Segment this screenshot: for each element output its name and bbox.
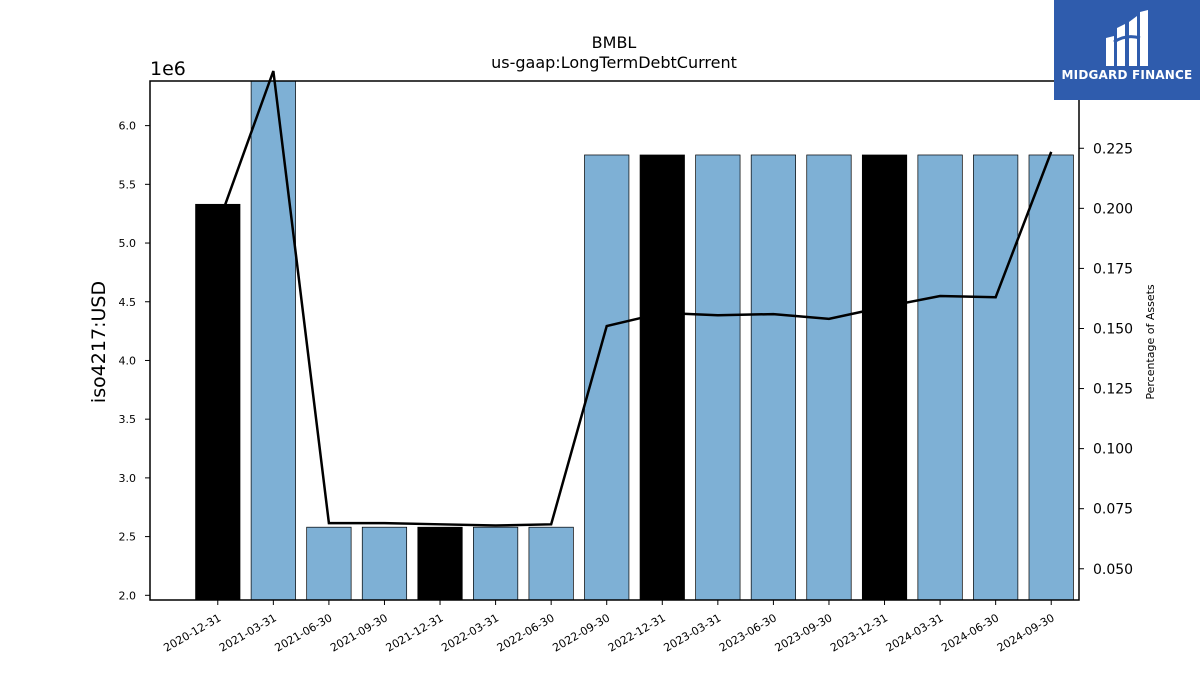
y2-tick-label: 0.100 [1093, 442, 1133, 458]
bar-2022-03-31 [473, 526, 519, 601]
y-tick-label: 4.0 [119, 354, 137, 367]
brand-logo: MIDGARD FINANCE [1054, 0, 1200, 100]
y2-tick-label: 0.075 [1093, 502, 1133, 518]
x-tick-label: 2022-06-30 [495, 611, 557, 654]
bar-2021-09-30 [361, 526, 408, 601]
x-tick-label: 2022-09-30 [550, 611, 612, 654]
bar-2024-09-30 [1028, 154, 1074, 601]
bar-2021-12-31 [417, 526, 463, 601]
y2-tick-label: 0.050 [1093, 562, 1133, 578]
y2-tick-label: 0.200 [1093, 201, 1133, 217]
chart-title: BMBL [592, 33, 637, 52]
bar-2023-03-31 [695, 154, 741, 601]
x-tick-label: 2022-12-31 [606, 611, 668, 654]
bar-2023-09-30 [806, 154, 852, 601]
x-tick-label: 2023-09-30 [773, 611, 835, 654]
bar-2023-06-30 [750, 154, 796, 601]
x-tick-label: 2020-12-31 [161, 611, 223, 654]
brand-name: MIDGARD FINANCE [1061, 68, 1193, 82]
y-tick-label: 3.0 [119, 472, 137, 485]
bar-2024-03-31 [917, 154, 963, 601]
x-tick-label: 2022-03-31 [439, 611, 501, 654]
x-tick-label: 2021-12-31 [384, 611, 446, 654]
bar-2022-06-30 [528, 526, 574, 601]
y-tick-label: 2.0 [119, 589, 137, 602]
y-tick-label: 5.0 [119, 237, 137, 250]
x-tick-label: 2021-09-30 [328, 611, 390, 654]
y-axis-label: iso4217:USD [88, 281, 110, 403]
line-group [216, 70, 1053, 527]
x-tick-label: 2023-12-31 [828, 611, 890, 654]
bar-2021-03-31 [250, 80, 296, 601]
y-offset-label: 1e6 [150, 58, 186, 80]
y-tick-label: 6.0 [119, 120, 137, 133]
bar-2023-12-31 [861, 154, 908, 601]
x-tick-label: 2023-06-30 [717, 611, 779, 654]
x-tick-label: 2024-09-30 [995, 611, 1057, 654]
y-tick-label: 2.5 [119, 531, 137, 544]
plot-frame [149, 80, 1080, 601]
percentage-line [216, 70, 1053, 527]
midgard-logo-icon [1106, 10, 1148, 66]
y-tick-label: 4.5 [119, 296, 137, 309]
bar-2020-12-31 [195, 203, 241, 601]
y2-axis-label: Percentage of Assets [1144, 284, 1157, 400]
x-tick-label: 2024-06-30 [939, 611, 1001, 654]
y2-tick-label: 0.225 [1093, 141, 1133, 157]
chart-subtitle: us-gaap:LongTermDebtCurrent [491, 53, 737, 72]
y2-tick-label: 0.175 [1093, 261, 1133, 277]
x-tick-label: 2021-06-30 [273, 611, 335, 654]
bar-2021-06-30 [306, 526, 352, 601]
y-tick-label: 5.5 [119, 178, 137, 191]
y-axis: 2.0 2.5 3.0 3.5 4.0 4.5 5.0 5.5 6.0 [119, 120, 150, 602]
y2-tick-label: 0.125 [1093, 382, 1133, 398]
y2-tick-label: 0.150 [1093, 321, 1133, 337]
x-tick-label: 2023-03-31 [661, 611, 723, 654]
x-axis: 2020-12-312021-03-312021-06-302021-09-30… [161, 600, 1057, 655]
x-tick-label: 2021-03-31 [217, 611, 279, 654]
x-tick-label: 2024-03-31 [884, 611, 946, 654]
bar-2024-06-30 [973, 154, 1019, 601]
bar-2022-12-31 [639, 154, 685, 601]
y2-axis: 0.050 0.075 0.100 0.125 0.150 0.175 0.200 0.225 [1079, 141, 1133, 578]
y-tick-label: 3.5 [119, 413, 137, 426]
bar-group [195, 80, 1074, 601]
